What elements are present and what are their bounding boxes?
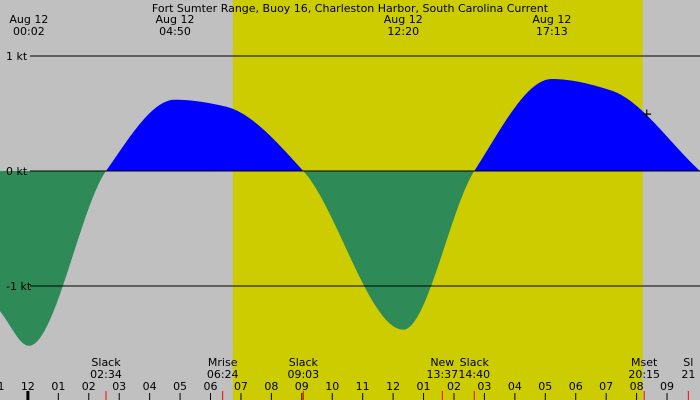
hour-tick-label: 05 — [173, 380, 187, 393]
event-name-label: Sl — [683, 356, 693, 369]
event-name-label: Slack — [460, 356, 490, 369]
hour-tick-label: 01 — [51, 380, 65, 393]
event-time-label: 02:34 — [90, 368, 122, 381]
event-name-label: Slack — [91, 356, 121, 369]
hour-tick-label: 05 — [538, 380, 552, 393]
hour-tick-label: 07 — [599, 380, 613, 393]
hour-tick-label: 02 — [82, 380, 96, 393]
event-time-label: 21 — [681, 368, 695, 381]
extremum-date-label: Aug 12 — [532, 13, 571, 26]
event-labels: Slack02:34Mrise06:24Slack09:03New13:37Sl… — [90, 356, 695, 400]
event-time-label: 06:24 — [207, 368, 239, 381]
event-name-label: Mset — [631, 356, 658, 369]
event-time-label: 09:03 — [287, 368, 319, 381]
hour-tick-label: 10 — [325, 380, 339, 393]
hour-tick-label: 06 — [204, 380, 218, 393]
hour-tick-label: 06 — [569, 380, 583, 393]
event-time-label: 13:37 — [426, 368, 458, 381]
hour-tick-label: 11 — [356, 380, 370, 393]
extremum-time-label: 12:20 — [387, 25, 419, 38]
position-marker: + — [641, 107, 653, 123]
hour-tick-label: 01 — [417, 380, 431, 393]
y-axis: 1 kt 0 kt -1 kt — [6, 50, 700, 293]
extremum-time-label: 00:02 — [13, 25, 45, 38]
hour-tick-label: 09 — [295, 380, 309, 393]
hour-axis: 11 12 01 02 03 04 05 06 07 08 09 10 11 12 01 02 03 04 05 06… — [0, 380, 674, 400]
hour-tick-label: 08 — [264, 380, 278, 393]
flood-current-area — [0, 79, 700, 171]
hour-tick-label: 07 — [234, 380, 248, 393]
y-tick-label: -1 kt — [6, 280, 32, 293]
hour-tick-label: 12 — [386, 380, 400, 393]
hour-tick-label: 08 — [630, 380, 644, 393]
event-time-label: 14:40 — [458, 368, 490, 381]
extremum-date-label: Aug 12 — [9, 13, 48, 26]
ebb-current-area — [0, 171, 700, 346]
hour-tick-label: 03 — [112, 380, 126, 393]
hour-tick-label: 11 — [0, 380, 4, 393]
chart-title: Fort Sumter Range, Buoy 16, Charleston H… — [152, 2, 549, 15]
extremum-date-label: Aug 12 — [156, 13, 195, 26]
extremum-time-label: 04:50 — [159, 25, 191, 38]
hour-tick-label: 03 — [477, 380, 491, 393]
event-name-label: Mrise — [208, 356, 238, 369]
event-name-label: New — [430, 356, 454, 369]
hour-tick-label: 04 — [508, 380, 522, 393]
extremum-time-label: 17:13 — [536, 25, 568, 38]
event-name-label: Slack — [289, 356, 319, 369]
hour-tick-label: 02 — [447, 380, 461, 393]
hour-tick-label: 09 — [660, 380, 674, 393]
hour-tick-label: 12 — [21, 380, 35, 393]
event-time-label: 20:15 — [628, 368, 660, 381]
y-tick-label: 1 kt — [6, 50, 28, 63]
y-tick-label: 0 kt — [6, 165, 28, 178]
hour-tick-label: 04 — [143, 380, 157, 393]
extremum-date-label: Aug 12 — [384, 13, 423, 26]
